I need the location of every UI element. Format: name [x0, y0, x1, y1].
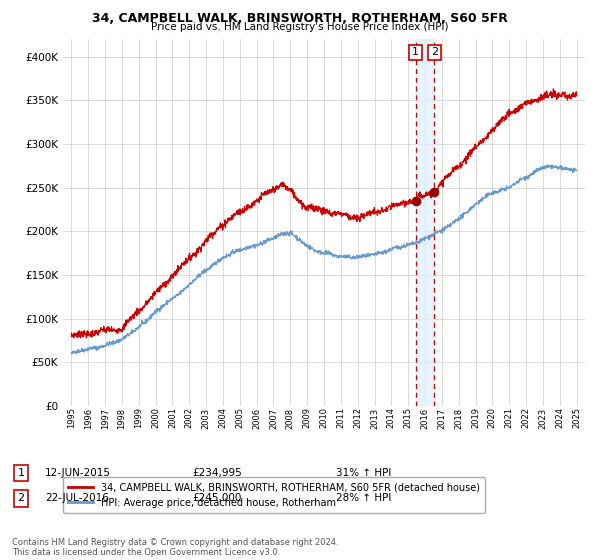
Text: 2: 2 — [17, 493, 25, 503]
Legend: 34, CAMPBELL WALK, BRINSWORTH, ROTHERHAM, S60 5FR (detached house), HPI: Average: 34, CAMPBELL WALK, BRINSWORTH, ROTHERHAM… — [62, 477, 485, 514]
Text: Contains HM Land Registry data © Crown copyright and database right 2024.
This d: Contains HM Land Registry data © Crown c… — [12, 538, 338, 557]
Text: 12-JUN-2015: 12-JUN-2015 — [45, 468, 111, 478]
Text: £245,000: £245,000 — [192, 493, 241, 503]
Text: 31% ↑ HPI: 31% ↑ HPI — [336, 468, 391, 478]
Bar — [416, 39, 434, 406]
Text: 1: 1 — [17, 468, 25, 478]
Text: £234,995: £234,995 — [192, 468, 242, 478]
Text: 22-JUL-2016: 22-JUL-2016 — [45, 493, 109, 503]
Text: 1: 1 — [412, 47, 419, 57]
Text: 2: 2 — [431, 47, 438, 57]
Text: Price paid vs. HM Land Registry's House Price Index (HPI): Price paid vs. HM Land Registry's House … — [151, 22, 449, 32]
Text: 28% ↑ HPI: 28% ↑ HPI — [336, 493, 391, 503]
Text: 34, CAMPBELL WALK, BRINSWORTH, ROTHERHAM, S60 5FR: 34, CAMPBELL WALK, BRINSWORTH, ROTHERHAM… — [92, 12, 508, 25]
